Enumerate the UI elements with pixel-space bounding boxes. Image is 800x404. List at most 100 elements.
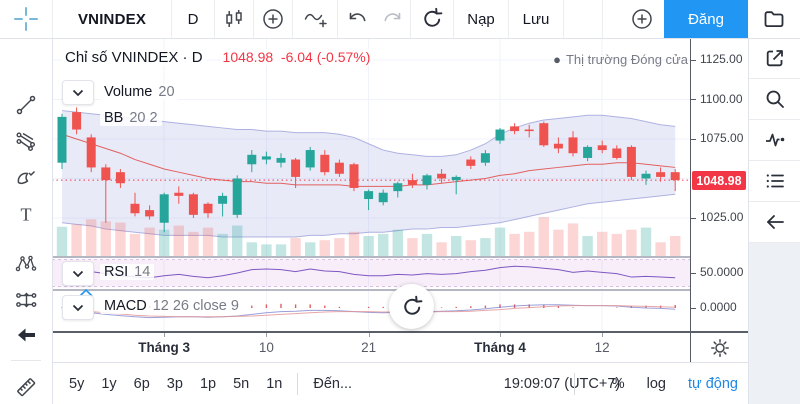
chart-style-button[interactable]: [215, 0, 253, 38]
range-button-5y[interactable]: 5y: [69, 376, 85, 392]
long-position-icon: [16, 292, 37, 308]
symbol-search-button[interactable]: [749, 79, 800, 120]
brush-tool-button[interactable]: [14, 166, 38, 190]
redo-icon: [384, 12, 401, 22]
top-toolbar: VNINDEX D Nạp Lưu: [0, 0, 800, 39]
arrow-left-icon: [767, 215, 784, 229]
axis-tick: [691, 217, 696, 219]
pitchfork-icon: [16, 132, 36, 152]
watchlist-button[interactable]: [749, 161, 800, 202]
symbol-button[interactable]: VNINDEX: [77, 10, 147, 28]
price-axis[interactable]: 1048.98 1125.00 1100.00 1075.00 1025.00 50.0…: [690, 38, 749, 331]
toolbar-divider: [11, 360, 41, 361]
rsi-legend[interactable]: RSI 14: [100, 264, 155, 280]
publish-button[interactable]: Đăng: [664, 0, 748, 38]
pitchfork-tool-button[interactable]: [14, 129, 38, 153]
market-activity-button[interactable]: [749, 120, 800, 161]
pane-separator[interactable]: [52, 256, 748, 258]
auto-scale-button[interactable]: tự động: [687, 376, 738, 392]
clock-timezone-button[interactable]: 19:09:07 (UTC+7): [503, 376, 621, 392]
chevron-down-icon: [72, 270, 84, 277]
trend-line-tool-button[interactable]: [14, 93, 38, 117]
range-button-1d[interactable]: 1n: [266, 376, 283, 392]
interval-button[interactable]: D: [187, 10, 199, 28]
time-axis-label: 12: [594, 340, 610, 355]
bb-legend[interactable]: BB 20 2: [100, 110, 162, 126]
plus-circle-icon: [632, 9, 652, 29]
drawing-toolbar: T: [0, 38, 53, 404]
brush-icon: [17, 170, 36, 185]
layouts-folder-button[interactable]: [748, 0, 800, 38]
axis-tick: [266, 333, 268, 337]
collapse-panel-button[interactable]: [749, 202, 800, 243]
last-price-badge: 1048.98: [692, 171, 746, 190]
redo-button[interactable]: [376, 0, 410, 38]
save-layout-button[interactable]: Lưu: [522, 10, 550, 28]
crosshair-icon: [14, 7, 38, 31]
range-button-3m[interactable]: 3p: [166, 376, 183, 392]
pulse-icon: [766, 133, 785, 147]
indicators-button[interactable]: [293, 0, 337, 38]
undo-icon: [349, 12, 366, 22]
macd-legend[interactable]: MACD 12 26 close 9: [100, 298, 243, 314]
macd-legend-collapse-button[interactable]: [62, 295, 94, 320]
position-tool-button[interactable]: [14, 288, 38, 312]
text-icon: T: [21, 205, 32, 225]
toolbar-divider: [52, 0, 53, 38]
volume-legend[interactable]: Volume 20: [100, 84, 179, 100]
range-button-1m[interactable]: 1p: [199, 376, 217, 392]
xabcd-pattern-icon: [15, 255, 37, 272]
time-axis-label: 21: [361, 340, 377, 355]
reload-chart-button[interactable]: [389, 284, 434, 329]
price-axis-label: 0.0000: [700, 300, 737, 314]
toolbar-divider: [253, 0, 254, 38]
axis-tick: [368, 333, 370, 337]
pattern-tool-button[interactable]: [14, 252, 38, 276]
toolbar-divider: [171, 0, 172, 38]
axis-tick: [602, 333, 604, 337]
crosshair-tool-button[interactable]: [0, 0, 52, 38]
open-in-new-button[interactable]: [749, 38, 800, 79]
axis-separator: [52, 331, 748, 333]
price-axis-label: 1100.00: [700, 91, 743, 106]
price-chart[interactable]: [52, 38, 690, 333]
price-axis-label: 50.0000: [700, 265, 744, 279]
percent-scale-button[interactable]: %: [611, 376, 625, 392]
refresh-icon: [403, 295, 422, 315]
arrow-left-bold-icon: [18, 328, 35, 342]
log-scale-button[interactable]: log: [646, 376, 666, 392]
ruler-icon: [17, 378, 36, 397]
alert-add-button[interactable]: [620, 0, 664, 38]
time-axis-label: Tháng 3: [138, 340, 191, 355]
text-tool-button[interactable]: T: [14, 203, 38, 227]
chart-header: Chỉ số VNINDEX · D 1048.98 -6.04 (-0.57%…: [62, 49, 374, 66]
compare-button[interactable]: [254, 0, 292, 38]
rsi-legend-collapse-button[interactable]: [62, 261, 94, 286]
chevron-down-icon: [72, 89, 84, 96]
measure-tool-button[interactable]: [13, 374, 39, 400]
range-button-1y[interactable]: 1y: [101, 376, 117, 392]
trend-line-icon: [16, 95, 36, 115]
load-layout-button[interactable]: Nạp: [467, 10, 495, 28]
expand-pane-icon[interactable]: [78, 287, 94, 297]
hide-drawings-button[interactable]: [15, 324, 37, 346]
market-status-label: Thị trường Đóng cửa: [565, 52, 688, 67]
time-axis[interactable]: Tháng 3 10 21 Tháng 4 12: [52, 333, 690, 362]
chart-title[interactable]: Chỉ số VNINDEX · D: [62, 49, 206, 66]
axis-tick: [164, 333, 166, 337]
axis-settings-cell[interactable]: [690, 333, 749, 362]
toolbar-divider: [292, 0, 293, 38]
main-legend-collapse-button[interactable]: [62, 80, 94, 105]
range-button-6m[interactable]: 6p: [133, 376, 150, 392]
axis-tick: [691, 307, 696, 309]
undo-button[interactable]: [338, 0, 376, 38]
refresh-button[interactable]: [411, 0, 453, 38]
folder-icon: [764, 11, 784, 27]
refresh-icon: [424, 7, 443, 27]
plus-circle-icon: [263, 9, 283, 29]
price-axis-label: 1075.00: [700, 131, 744, 145]
goto-date-button[interactable]: Đến...: [313, 376, 353, 392]
range-button-5d[interactable]: 5n: [233, 376, 250, 392]
svg-text:T: T: [21, 205, 32, 225]
